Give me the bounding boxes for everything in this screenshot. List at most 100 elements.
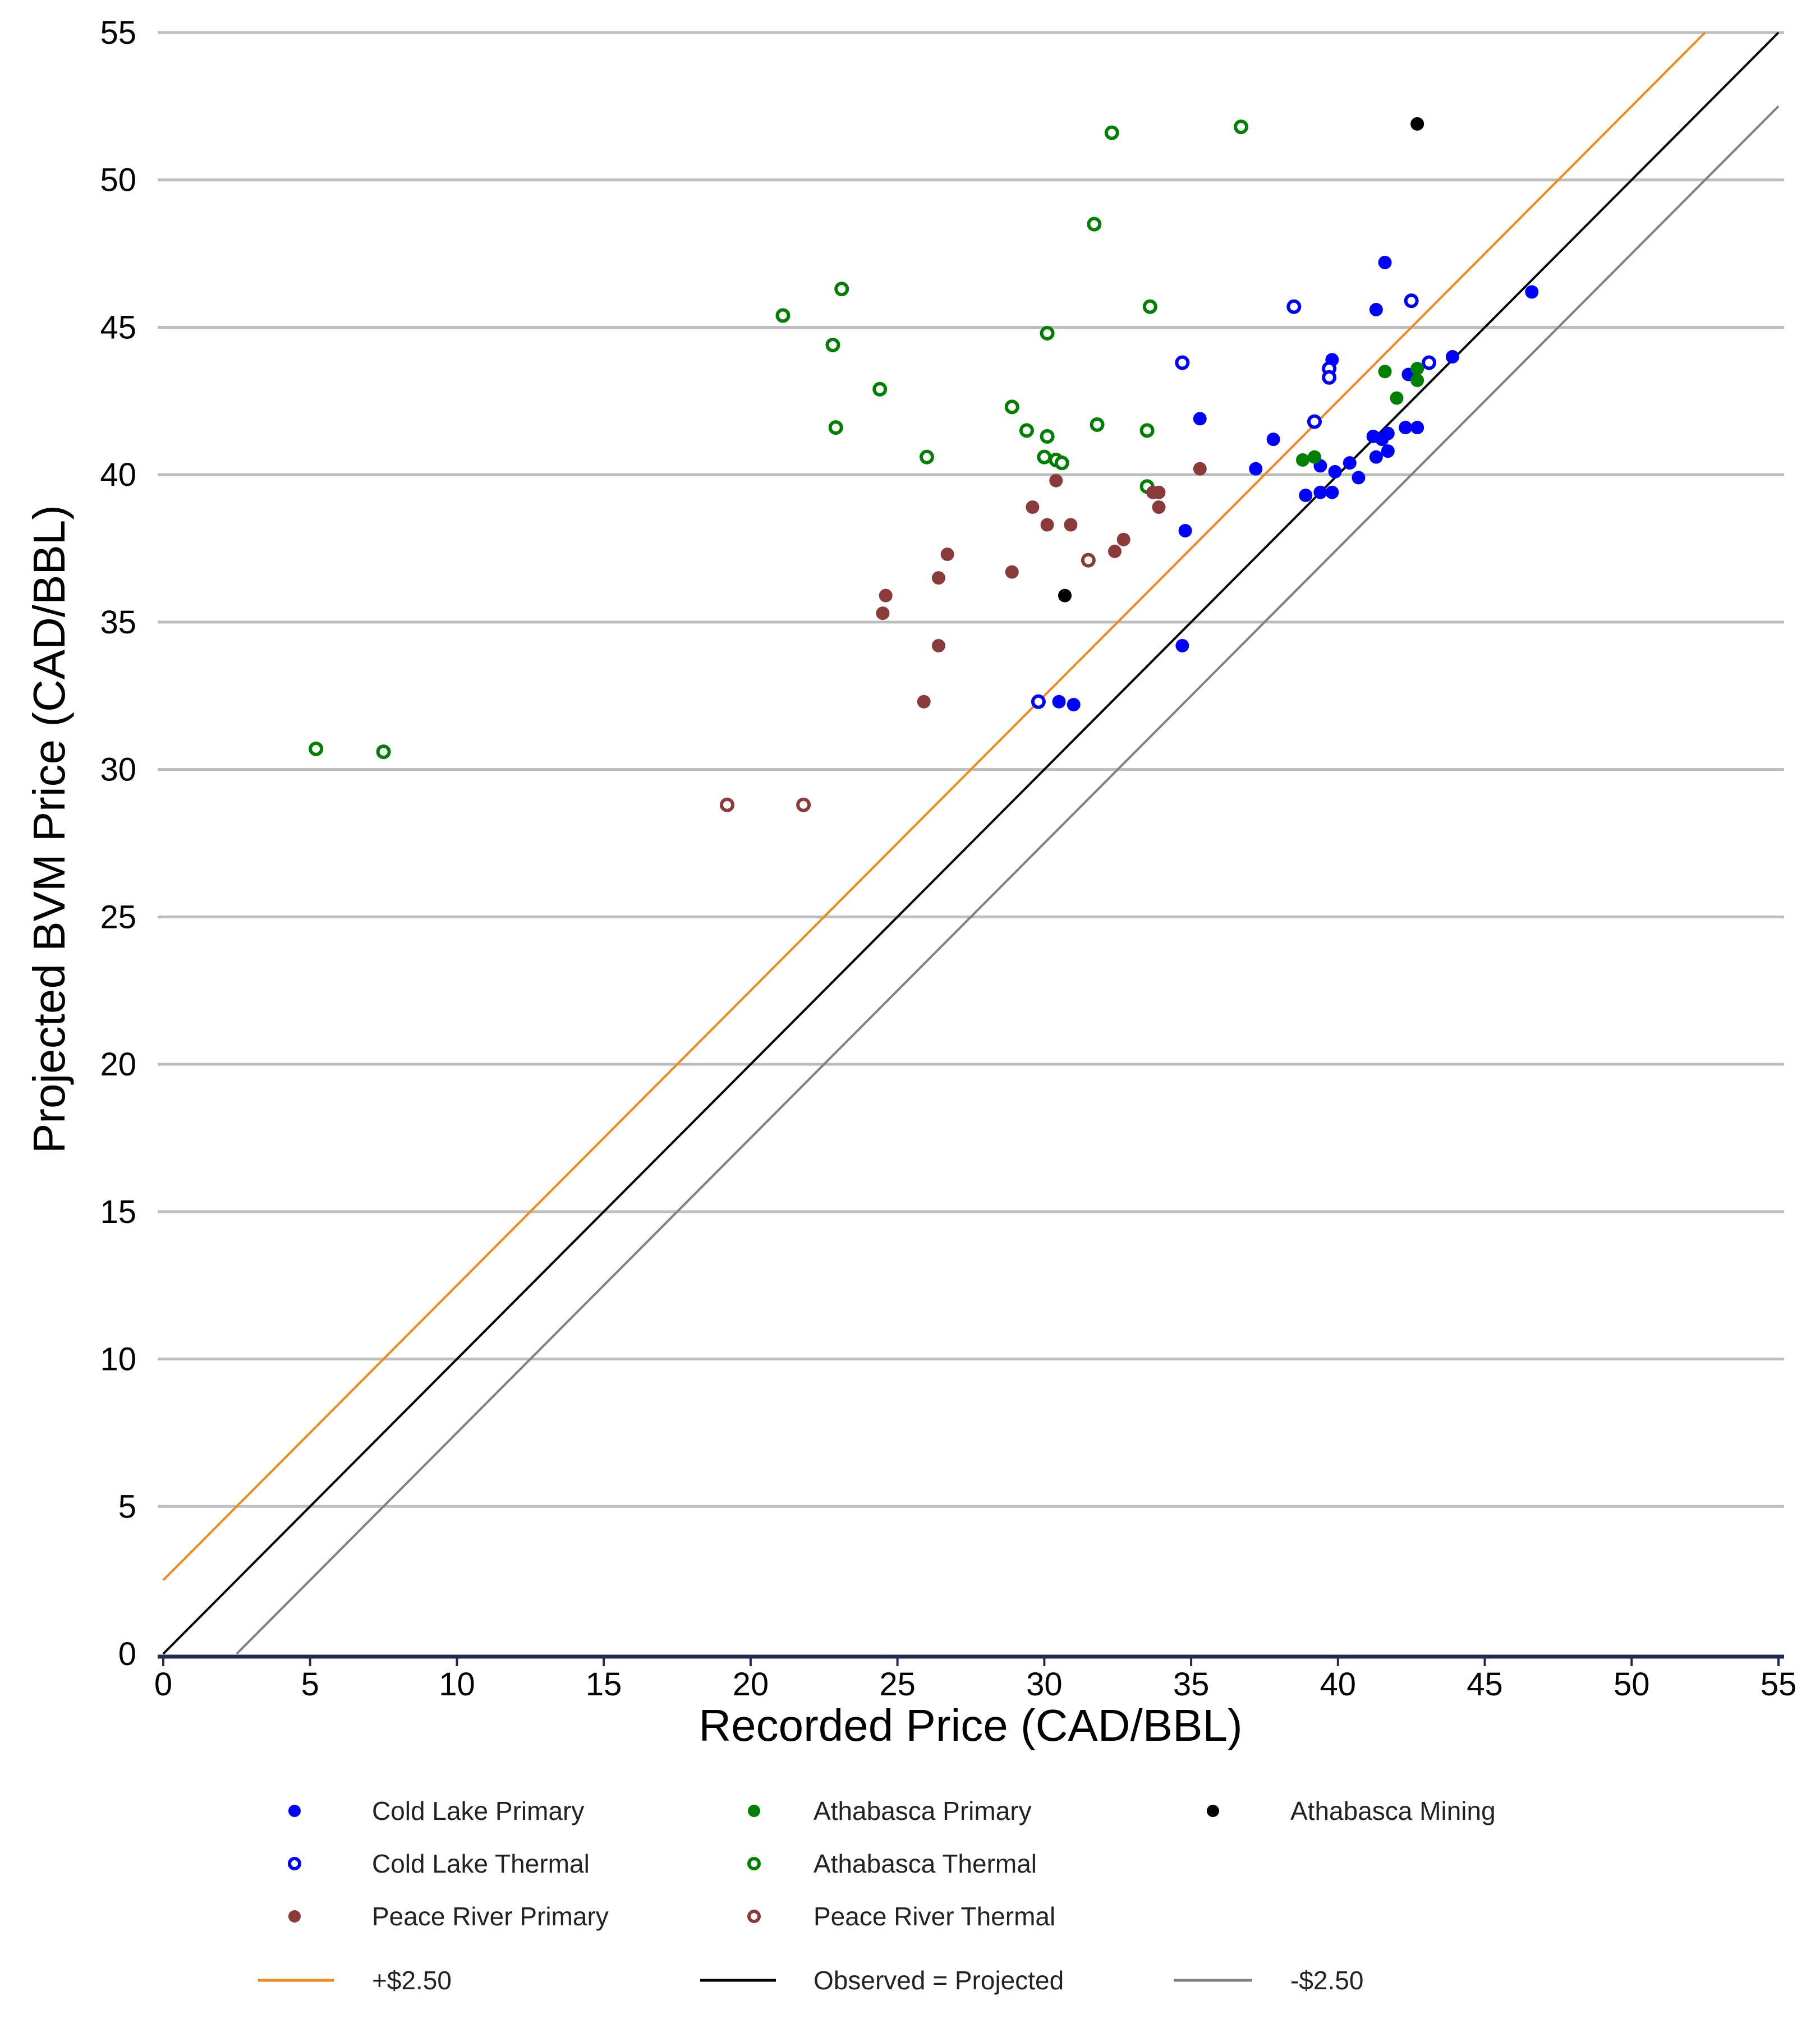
point-cold-lake-primary xyxy=(1266,433,1280,447)
point-cold-lake-thermal xyxy=(1404,293,1419,309)
point-cold-lake-primary xyxy=(1445,350,1459,364)
legend: Cold Lake Primary Cold Lake Thermal Athaba… xyxy=(258,1796,1496,1995)
y-tick-label: 0 xyxy=(118,1636,136,1672)
legend-label-cold-lake-thermal: Cold Lake Thermal xyxy=(372,1849,590,1878)
legend-label-line-2-50: -$2.50 xyxy=(1290,1966,1363,1995)
point-athabasca-mining xyxy=(1058,588,1072,603)
legend-marker-peace-river-primary xyxy=(288,1910,301,1923)
point-cold-lake-primary xyxy=(1178,524,1192,538)
point-athabasca-thermal xyxy=(1037,449,1052,465)
point-peace-river-primary xyxy=(1049,473,1063,488)
legend-marker-cold-lake-thermal xyxy=(288,1857,301,1870)
x-axis-title: Recorded Price (CAD/BBL) xyxy=(698,1700,1242,1750)
point-cold-lake-primary xyxy=(1067,698,1081,712)
point-athabasca-thermal xyxy=(872,381,888,397)
point-cold-lake-primary xyxy=(1381,426,1395,440)
legend-marker-athabasca-primary xyxy=(748,1805,760,1817)
x-tick-label: 10 xyxy=(439,1666,475,1703)
legend-label-athabasca-mining: Athabasca Mining xyxy=(1290,1796,1496,1825)
point-athabasca-thermal xyxy=(1139,423,1155,438)
y-tick-label: 50 xyxy=(100,162,136,199)
point-cold-lake-primary xyxy=(1052,695,1066,709)
legend-label-athabasca-primary: Athabasca Primary xyxy=(814,1796,1032,1825)
point-cold-lake-thermal xyxy=(1307,414,1322,429)
point-peace-river-primary xyxy=(940,548,954,562)
point-athabasca-thermal xyxy=(1104,125,1119,140)
point-cold-lake-primary xyxy=(1369,302,1383,316)
y-axis-ticks: 0 5 10 15 20 25 30 35 40 45 50 55 xyxy=(100,15,136,1672)
legend-marker-cold-lake-primary xyxy=(288,1805,301,1817)
point-cold-lake-primary xyxy=(1343,456,1357,470)
x-tick-label: 20 xyxy=(733,1666,769,1703)
legend-label-line-observed-projected: Observed = Projected xyxy=(814,1966,1064,1995)
point-peace-river-thermal xyxy=(796,797,811,812)
point-athabasca-primary xyxy=(1410,374,1424,388)
legend-label-line-2-50: +$2.50 xyxy=(372,1966,452,1995)
point-cold-lake-primary xyxy=(1525,285,1539,299)
point-cold-lake-primary xyxy=(1328,465,1342,479)
point-athabasca-thermal xyxy=(1142,299,1157,314)
x-tick-label: 45 xyxy=(1467,1666,1503,1703)
point-cold-lake-thermal xyxy=(1286,299,1302,314)
x-tick-label: 15 xyxy=(586,1666,622,1703)
y-tick-label: 30 xyxy=(100,752,136,788)
point-peace-river-primary xyxy=(1005,565,1019,579)
point-cold-lake-primary xyxy=(1313,485,1327,499)
x-tick-label: 55 xyxy=(1761,1666,1797,1703)
point-peace-river-primary xyxy=(879,588,893,603)
point-cold-lake-primary xyxy=(1369,450,1383,464)
x-axis-ticks: 0 5 10 15 20 25 30 35 40 45 50 55 xyxy=(154,1657,1796,1703)
y-tick-label: 20 xyxy=(100,1046,136,1083)
point-peace-river-primary xyxy=(1116,532,1130,546)
reference-line-observed-projected xyxy=(162,31,1780,1655)
point-peace-river-primary xyxy=(1107,544,1122,558)
legend-label-cold-lake-primary: Cold Lake Primary xyxy=(372,1796,584,1825)
point-athabasca-thermal xyxy=(919,449,934,465)
point-cold-lake-primary xyxy=(1299,488,1313,502)
legend-marker-athabasca-mining xyxy=(1207,1805,1219,1817)
point-athabasca-thermal xyxy=(775,308,790,323)
point-athabasca-thermal xyxy=(1090,417,1105,432)
point-peace-river-thermal xyxy=(720,797,735,812)
point-peace-river-primary xyxy=(876,606,890,620)
point-athabasca-thermal xyxy=(1087,217,1102,232)
y-tick-label: 25 xyxy=(100,899,136,935)
data-points xyxy=(309,117,1539,812)
point-cold-lake-primary xyxy=(1249,462,1263,476)
legend-marker-peace-river-thermal xyxy=(747,1910,761,1923)
point-athabasca-mining xyxy=(1410,117,1424,131)
reference-line-2-50 xyxy=(236,105,1780,1655)
point-cold-lake-primary xyxy=(1175,638,1189,652)
point-cold-lake-primary xyxy=(1410,421,1424,435)
x-tick-label: 40 xyxy=(1320,1666,1357,1703)
legend-label-peace-river-primary: Peace River Primary xyxy=(372,1902,609,1931)
point-athabasca-primary xyxy=(1390,391,1404,405)
point-peace-river-primary xyxy=(931,638,945,652)
legend-label-athabasca-thermal: Athabasca Thermal xyxy=(814,1849,1037,1878)
point-athabasca-thermal xyxy=(825,337,840,352)
y-tick-label: 40 xyxy=(100,457,136,493)
reference-lines xyxy=(162,31,1780,1655)
legend-label-peace-river-thermal: Peace River Thermal xyxy=(814,1902,1055,1931)
point-peace-river-primary xyxy=(1152,485,1166,499)
point-athabasca-thermal xyxy=(1004,399,1019,415)
x-tick-label: 30 xyxy=(1026,1666,1063,1703)
reference-line-2-50 xyxy=(162,31,1706,1581)
point-athabasca-thermal xyxy=(834,282,849,297)
point-cold-lake-primary xyxy=(1399,421,1413,435)
y-tick-label: 15 xyxy=(100,1194,136,1230)
point-athabasca-thermal xyxy=(1234,119,1249,135)
y-axis-title: Projected BVM Price (CAD/BBL) xyxy=(24,505,74,1153)
point-cold-lake-thermal xyxy=(1322,370,1337,385)
point-athabasca-primary xyxy=(1410,362,1424,376)
y-tick-label: 45 xyxy=(100,309,136,346)
point-cold-lake-primary xyxy=(1193,412,1207,426)
point-athabasca-primary xyxy=(1378,365,1392,379)
point-athabasca-thermal xyxy=(1040,325,1055,341)
x-tick-label: 50 xyxy=(1614,1666,1650,1703)
y-tick-label: 35 xyxy=(100,604,136,641)
point-cold-lake-primary xyxy=(1325,485,1339,499)
point-peace-river-primary xyxy=(1152,500,1166,514)
point-athabasca-thermal xyxy=(828,420,843,435)
